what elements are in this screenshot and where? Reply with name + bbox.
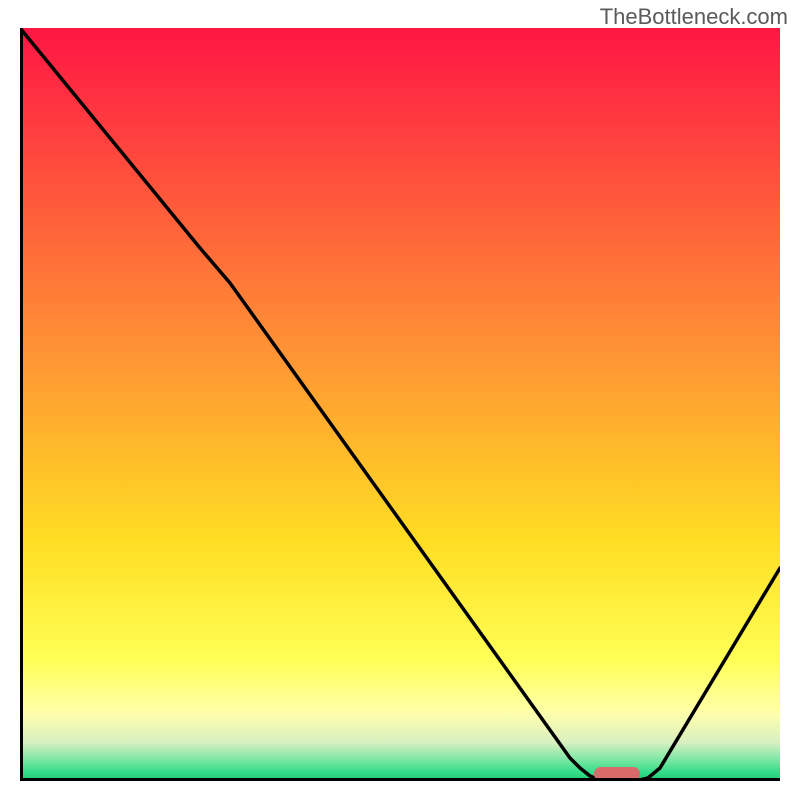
chart-container: TheBottleneck.com	[0, 0, 800, 800]
watermark-text: TheBottleneck.com	[600, 4, 788, 30]
y-axis	[20, 28, 23, 780]
x-axis	[20, 778, 780, 781]
curve-line	[20, 28, 780, 780]
plot-area	[20, 28, 780, 780]
